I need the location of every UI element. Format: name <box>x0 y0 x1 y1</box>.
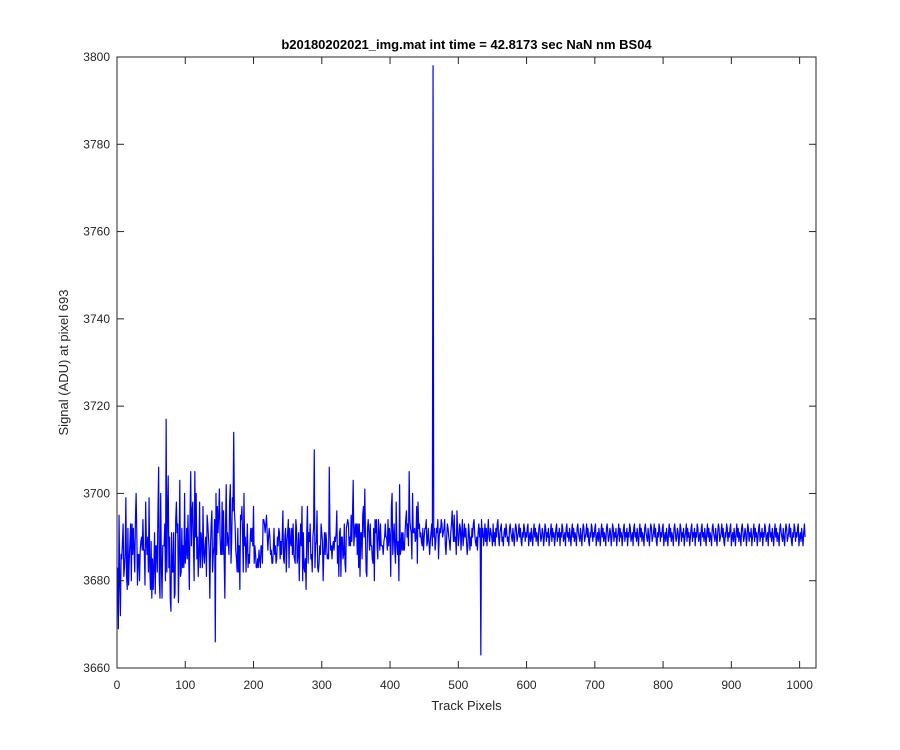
y-tick-label: 3700 <box>83 486 110 500</box>
x-tick-label: 400 <box>380 678 400 692</box>
y-axis-label: Signal (ADU) at pixel 693 <box>56 290 71 436</box>
series-layer <box>117 65 806 656</box>
x-tick-label: 600 <box>517 678 537 692</box>
x-tick-label: 900 <box>721 678 741 692</box>
y-tick-label: 3680 <box>83 574 110 588</box>
y-tick-label: 3780 <box>83 137 110 151</box>
chart-title: b20180202021_img.mat int time = 42.8173 … <box>281 37 652 52</box>
plot-area-background <box>117 57 816 668</box>
x-tick-label: 300 <box>312 678 332 692</box>
y-tick-label: 3720 <box>83 399 110 413</box>
axes-box <box>116 56 817 669</box>
x-tick-label: 0 <box>114 678 121 692</box>
x-tick-label: 200 <box>244 678 264 692</box>
x-tick-label: 800 <box>653 678 673 692</box>
x-tick-label: 100 <box>175 678 195 692</box>
x-axis-label: Track Pixels <box>431 698 502 713</box>
x-tick-label: 1000 <box>786 678 813 692</box>
y-tick-label: 3800 <box>83 50 110 64</box>
y-axis-ticks: 3660 3680 3700 3720 3740 3760 3780 3800 <box>83 50 816 675</box>
x-axis-ticks: 0 100 200 300 400 500 600 700 800 900 1000 <box>114 57 813 692</box>
series-line-1 <box>117 65 806 656</box>
y-tick-label: 3740 <box>83 312 110 326</box>
x-tick-label: 700 <box>585 678 605 692</box>
y-tick-label: 3660 <box>83 661 110 675</box>
y-tick-label: 3760 <box>83 225 110 239</box>
x-tick-label: 500 <box>448 678 468 692</box>
